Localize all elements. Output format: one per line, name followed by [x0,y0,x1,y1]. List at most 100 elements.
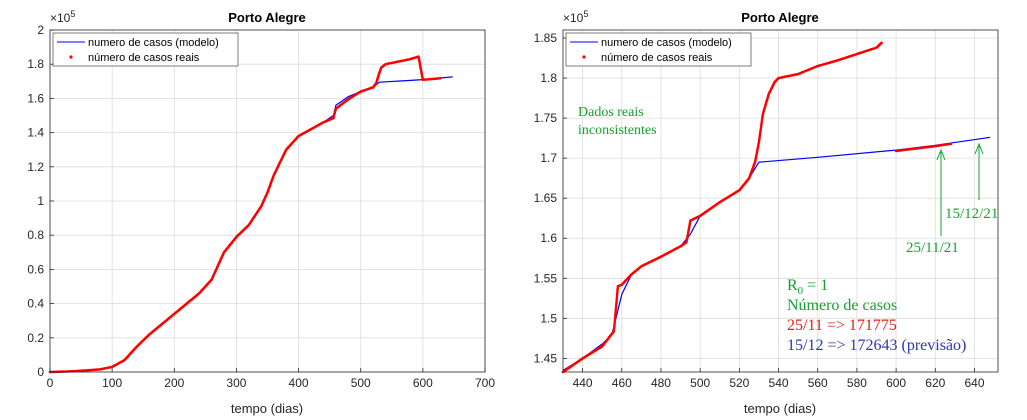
left-chart-title: Porto Alegre [228,10,306,25]
right-x-tick-label: 600 [886,376,906,390]
left-y-tick-label: 1.4 [27,126,44,140]
left-x-tick-label: 200 [164,376,184,390]
right-series-real-point [614,303,618,307]
left-y-tick-label: 0 [37,365,44,379]
arrow-25-11 [936,148,946,236]
right-series-real-point [616,290,619,294]
right-y-tick-label: 1.85 [534,31,558,45]
right-x-tick-label: 580 [847,376,867,390]
right-x-tick-label: 500 [690,376,710,390]
right-y-tick-label: 1.8 [540,71,557,85]
right-legend-box [565,32,752,67]
right-chart: 440 460 480 500 520 540 560 580 600 620 640 1.45 1.5… [534,9,999,416]
right-series-real-point [614,314,617,318]
annotation-date-25-11: 25/11/21 [906,240,959,256]
left-x-tick-label: 0 [47,376,54,390]
right-axes-box [562,29,999,373]
right-y-tick-label: 1.5 [540,311,557,325]
right-series-real-point [613,320,617,324]
right-series-real-point [612,328,616,331]
arrow-25-11-head [936,148,946,161]
right-x-tick-label: 640 [964,376,984,390]
annotation-cases-real: 25/11 => 171775 [787,317,897,334]
right-grid [563,30,998,372]
annotation-inconsistent-line2: inconsistentes [578,123,657,138]
right-x-tick-label: 620 [925,376,945,390]
right-x-tick-label: 440 [573,376,593,390]
right-y-exponent-base: ×10 [563,11,584,25]
arrow-15-12 [974,142,984,200]
right-legend-model: numero de casos (modelo) [601,37,732,49]
right-series-real-point [612,329,616,333]
left-x-tick-label: 600 [413,376,433,390]
right-y-tick-label: 1.45 [534,351,558,365]
right-series-real-point [615,298,618,301]
right-legend-real: número de casos reais [601,52,713,64]
right-legend-point-swatch [582,55,586,59]
right-series-real-point [615,296,619,299]
left-y-tick-label: 0.2 [27,331,44,345]
arrow-15-12-head [974,142,984,155]
left-y-exponent-base: ×10 [50,11,71,25]
right-y-tick-label: 1.65 [534,191,558,205]
right-plot-area [563,30,998,372]
annotation-date-15-12: 15/12/21 [945,206,998,222]
right-series-real-point [616,286,619,290]
annotation-cases-forecast: 15/12 => 172643 (previsão) [787,337,966,354]
right-series-real-point [880,41,883,45]
left-x-tick-label: 300 [226,376,246,390]
annotation-r0: R0 = 1 [787,277,828,297]
left-ticks: 0 100 200 300 400 500 600 700 0 0.2 0.4 0.6 0.8 1 1.2 1… [27,23,495,390]
right-chart-title: Porto Alegre [741,10,819,25]
annotation-r0-symbol: R [787,277,798,294]
left-x-tick-label: 700 [475,376,495,390]
left-chart: 0 100 200 300 400 500 600 700 0 0.2 0.4 0.6 0.8 1 1.2 1… [27,9,495,416]
left-x-tick-label: 500 [351,376,371,390]
right-legend: numero de casos (modelo) número de casos… [565,32,752,67]
left-y-exponent-power: 5 [70,9,75,19]
right-x-axis-label: tempo (dias) [744,401,816,416]
right-series-real-point [615,292,619,296]
annotation-cases-title: Número de casos [787,297,897,314]
left-x-tick-label: 100 [102,376,122,390]
right-series-real-point [614,305,618,309]
left-legend-point-swatch [69,55,73,59]
right-ticks: 440 460 480 500 520 540 560 580 600 620 640 1.45 1.5… [534,31,985,390]
left-legend: numero de casos (modelo) número de casos… [52,32,239,67]
right-x-tick-label: 480 [651,376,671,390]
left-series-real-point [439,76,442,80]
left-x-tick-label: 400 [289,376,309,390]
right-series-real-point [614,311,617,314]
left-legend-box [52,32,239,67]
left-y-tick-label: 1.8 [27,57,44,71]
left-y-tick-label: 1.2 [27,160,44,174]
right-series-real-point [615,300,618,303]
left-legend-model: numero de casos (modelo) [88,37,219,49]
left-x-axis-label: tempo (dias) [231,401,303,416]
right-y-exponent-power: 5 [583,9,588,19]
right-x-tick-label: 560 [808,376,828,390]
left-y-tick-label: 1.6 [27,91,44,105]
left-y-tick-label: 2 [37,23,44,37]
left-y-tick-label: 0.6 [27,262,44,276]
right-x-tick-label: 520 [729,376,749,390]
left-y-tick-label: 0.8 [27,228,44,242]
right-y-tick-label: 1.7 [540,151,557,165]
right-series-real-point [949,142,953,145]
right-x-tick-label: 540 [769,376,789,390]
annotation-r0-subscript: 0 [798,285,804,297]
left-series [48,55,453,374]
right-y-tick-label: 1.55 [534,271,558,285]
annotation-inconsistent-line1: Dados reais [578,105,644,120]
left-y-tick-label: 0.4 [27,297,44,311]
right-series [561,41,991,374]
left-y-exponent: ×105 [50,9,75,25]
right-series-real-point [613,322,616,326]
right-series-real-point [614,309,617,312]
right-x-tick-label: 460 [612,376,632,390]
annotation-r0-value: = 1 [803,277,828,294]
left-legend-real: número de casos reais [88,52,200,64]
right-y-tick-label: 1.75 [534,111,558,125]
right-series-real-point [613,326,616,329]
